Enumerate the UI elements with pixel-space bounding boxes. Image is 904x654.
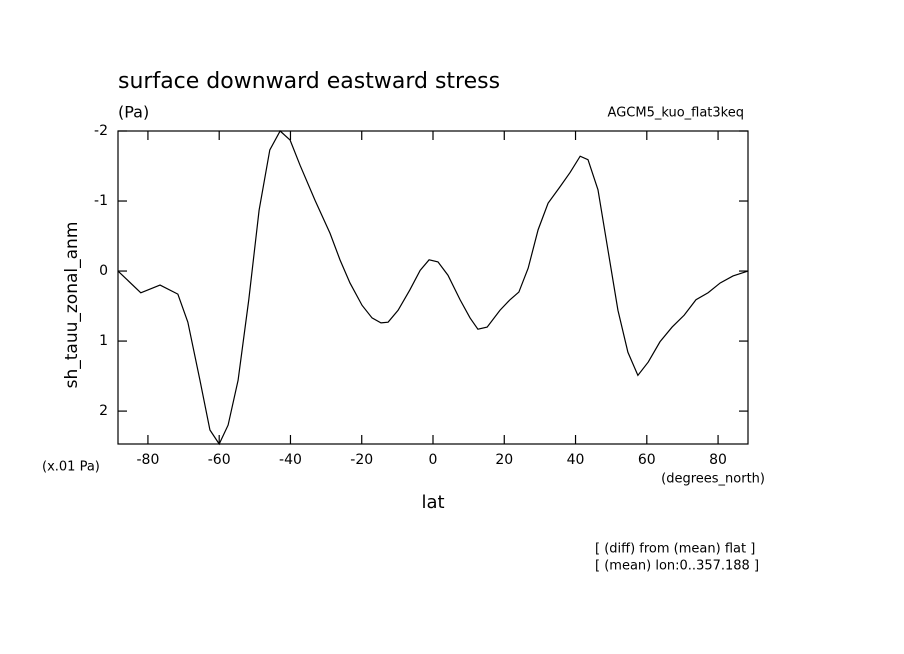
annotation: [ (diff) from (mean) flat ]	[595, 542, 755, 557]
x-tick-label: 20	[495, 452, 513, 468]
subtitle: AGCM5_kuo_flat3keq	[608, 106, 744, 121]
x-axis-label: lat	[421, 492, 444, 513]
x-tick-label: -40	[279, 452, 302, 468]
x-units: (degrees_north)	[661, 472, 765, 487]
units: (Pa)	[118, 103, 149, 122]
y-tick-label: -1	[94, 193, 108, 209]
x-tick-label: 80	[709, 452, 727, 468]
x-tick-label: 40	[567, 452, 585, 468]
x-tick-label: -80	[136, 452, 159, 468]
data-line	[117, 130, 749, 446]
annotation: [ (mean) lon:0..357.188 ]	[595, 559, 759, 574]
y-scale-note: (x.01 Pa)	[42, 460, 100, 475]
y-tick-label: 0	[99, 263, 108, 279]
y-tick-label: -2	[94, 123, 108, 139]
y-axis-label: sh_tauu_zonal_anm	[62, 222, 82, 389]
x-tick-label: 0	[429, 452, 438, 468]
x-tick-label: -20	[350, 452, 373, 468]
x-tick-label: -60	[208, 452, 231, 468]
x-tick-label: 60	[638, 452, 656, 468]
y-tick-label: 1	[99, 333, 108, 349]
chart-title: surface downward eastward stress	[118, 69, 500, 94]
y-tick-label: 2	[99, 403, 108, 419]
